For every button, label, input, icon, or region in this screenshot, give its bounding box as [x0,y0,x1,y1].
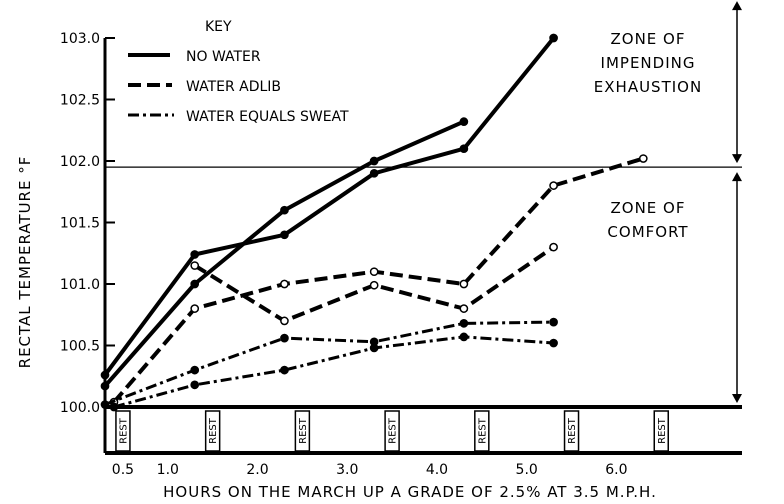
legend-label-water-equals-sweat: WATER EQUALS SWEAT [186,109,349,125]
rest-box [115,410,131,452]
y-tick-label: 100.0 [60,400,100,416]
legend: KEY NO WATER WATER ADLIB WATER EQUALS SW… [128,19,349,125]
data-point [190,365,200,375]
data-point [549,33,558,43]
rest-label: REST [298,417,309,444]
x-tick-label: 4.0 [426,462,448,478]
zone-arrow-head [732,394,742,403]
y-tick-label: 101.5 [60,216,100,232]
zone-label: ZONE OF [611,30,686,48]
data-point [100,370,110,380]
x-tick-label: 5.0 [516,462,538,478]
series-line [103,119,465,388]
data-point [280,230,289,240]
x-tick-label: 6.0 [605,462,627,478]
zone-arrow-head [732,172,742,182]
data-point [549,338,558,348]
data-point [280,205,289,215]
data-point [369,168,379,178]
legend-label-no-water: NO WATER [186,49,261,65]
zone-label: IMPENDING [601,54,696,72]
rest-box [204,410,221,452]
series-line [103,36,556,377]
rest-box [294,410,311,452]
data-point [459,117,469,126]
data-point [638,154,648,163]
data-point [280,316,289,326]
data-point [100,381,110,391]
legend-label-water-adlib: WATER ADLIB [186,79,281,95]
data-point [549,242,558,252]
data-point [190,250,200,259]
data-point [459,144,469,154]
data-point [459,304,469,313]
legend-title: KEY [205,19,232,35]
data-point [369,156,379,166]
rest-label: REST [567,417,578,444]
rest-label: REST [208,417,219,444]
x-tick-label: 0.5 [112,462,134,478]
data-point [100,400,110,409]
data-point [109,402,119,412]
rest-label: REST [118,417,129,444]
series-line [113,335,554,409]
rest-label: REST [388,417,399,444]
data-point [369,267,379,277]
y-tick-label: 102.0 [60,154,100,170]
x-tick-label: 1.0 [157,462,179,478]
data-point [459,279,469,289]
data-point [549,317,558,327]
rest-box [474,410,490,452]
data-point [280,279,289,289]
data-point [280,365,289,375]
data-point [459,332,469,342]
rest-box [384,410,400,452]
zone-arrow-head [732,1,742,11]
zone-label: ZONE OF [611,199,686,217]
y-tick-label: 102.5 [60,93,100,109]
y-tick-label: 100.5 [60,339,100,355]
data-point [190,261,200,270]
data-point [459,319,469,328]
data-point [190,380,200,390]
x-axis-title: HOURS ON THE MARCH UP A GRADE OF 2.5% AT… [163,483,657,501]
data-point [190,279,200,289]
x-tick-label: 2.0 [246,462,268,478]
rest-label: REST [477,417,488,444]
data-point [369,280,379,290]
zone-label: EXHAUSTION [594,78,702,96]
data-point [190,304,200,313]
series-line [104,320,554,406]
rest-box [653,410,670,452]
zone-arrow-head [732,154,742,164]
y-axis-title: RECTAL TEMPERATURE °F [16,156,34,369]
rest-label: REST [657,417,668,444]
y-tick-label: 101.0 [60,277,100,293]
rest-box [563,410,580,452]
data-point [280,333,289,343]
data-point [549,181,558,190]
y-tick-label: 103.0 [60,31,100,47]
data-point [369,343,379,353]
x-tick-label: 3.0 [336,462,358,478]
zone-label: COMFORT [607,223,688,241]
